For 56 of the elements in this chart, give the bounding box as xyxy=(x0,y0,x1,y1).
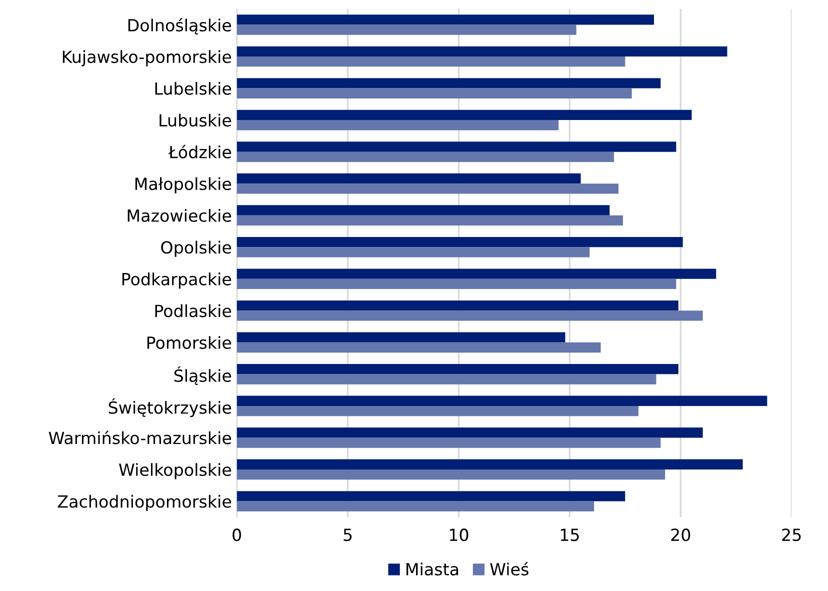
bar xyxy=(236,142,676,152)
bar xyxy=(236,56,626,67)
bar xyxy=(236,364,678,374)
bar xyxy=(236,173,581,184)
bar xyxy=(236,374,656,384)
y-tick-label: Lubuskie xyxy=(160,114,232,127)
x-tick-label: 25 xyxy=(782,528,801,542)
bar xyxy=(236,438,661,448)
bar xyxy=(236,459,743,470)
bar xyxy=(236,78,661,88)
x-tick-label: 10 xyxy=(450,528,468,542)
y-tick-label: Podkarpackie xyxy=(122,272,232,289)
bar xyxy=(236,469,666,480)
bar xyxy=(236,152,614,162)
bar xyxy=(236,406,638,416)
y-tick-label: Wielkopolskie xyxy=(119,463,232,480)
bar xyxy=(236,215,623,226)
y-tick-label: Mazowieckie xyxy=(128,209,232,222)
legend-label: Wieś xyxy=(490,562,528,576)
bar xyxy=(236,278,676,290)
y-tick-label: Opolskie xyxy=(161,240,232,257)
bar xyxy=(236,428,703,438)
bar xyxy=(236,332,566,342)
bar xyxy=(236,247,590,258)
y-tick-label: Lubelskie xyxy=(155,82,232,95)
bar xyxy=(236,501,594,512)
bar xyxy=(236,342,601,353)
bar xyxy=(236,46,728,57)
bar xyxy=(236,268,716,279)
bar xyxy=(236,88,632,98)
x-tick-label: 20 xyxy=(671,528,690,542)
x-tick-label: 0 xyxy=(232,528,242,542)
y-tick-label: Podlaskie xyxy=(155,304,232,318)
y-tick-label: Dolnośląskie xyxy=(128,18,232,34)
y-tick-label: Śląskie xyxy=(174,366,232,385)
x-tick-label: 15 xyxy=(560,528,579,542)
bar xyxy=(236,396,768,406)
bar xyxy=(236,24,576,35)
x-tick-label: 5 xyxy=(344,528,352,542)
bar xyxy=(236,236,683,248)
legend-label: Miasta xyxy=(406,562,458,576)
y-tick-label: Świętokrzyskie xyxy=(108,398,232,418)
y-tick-label: Małopolskie xyxy=(135,177,232,194)
bar xyxy=(236,14,654,25)
bar xyxy=(236,184,618,194)
bar xyxy=(236,110,692,120)
bar xyxy=(236,205,610,216)
y-tick-label: Łódzkie xyxy=(168,144,232,158)
bar xyxy=(236,491,626,502)
y-tick-label: Zachodniopomorskie xyxy=(58,494,232,512)
bar xyxy=(236,310,703,321)
y-tick-label: Kujawsko-pomorskie xyxy=(62,50,232,66)
bar xyxy=(236,120,559,130)
bar xyxy=(236,300,678,311)
y-tick-label: Pomorskie xyxy=(147,336,232,349)
y-tick-label: Warmińsko-mazurskie xyxy=(48,430,232,444)
